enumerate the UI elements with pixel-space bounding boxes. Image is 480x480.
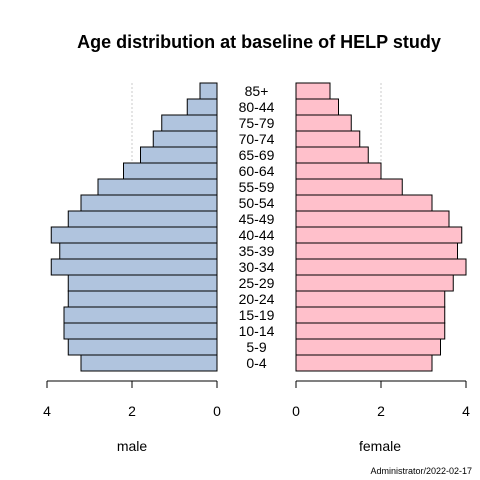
category-label: 25-29: [239, 275, 275, 291]
category-label: 5-9: [246, 339, 266, 355]
male-bar-10-14: [63, 322, 218, 340]
category-label: 85+: [245, 83, 269, 99]
category-label: 40-44: [239, 227, 275, 243]
male-bar-60-64: [123, 162, 218, 180]
category-label: 30-34: [239, 259, 275, 275]
female-bar-50-54: [295, 194, 433, 212]
category-label: 70-74: [239, 131, 275, 147]
female-bar-70-74: [295, 130, 361, 148]
tick-label-male: 4: [43, 403, 51, 419]
tick-label-female: 2: [377, 403, 385, 419]
male-bar-5-9: [67, 338, 218, 356]
female-bar-60-64: [295, 162, 382, 180]
category-label: 15-19: [239, 307, 275, 323]
male-bar-30-34: [50, 258, 218, 276]
x-axis-label-male: male: [117, 438, 148, 454]
tick-label-male: 2: [128, 403, 136, 419]
category-label: 35-39: [239, 243, 275, 259]
male-bar-45-49: [67, 210, 218, 228]
male-bar-50-54: [80, 194, 218, 212]
chart-title: Age distribution at baseline of HELP stu…: [77, 32, 441, 52]
female-bar-25-29: [295, 274, 454, 292]
male-bar-15-19: [63, 306, 218, 324]
male-bar-20-24: [67, 290, 218, 308]
male-bar-40-44: [50, 226, 218, 244]
x-axis-label-female: female: [359, 438, 401, 454]
female-bar-55-59: [295, 178, 403, 196]
category-label: 60-64: [239, 163, 275, 179]
female-bar-40-44: [295, 226, 463, 244]
credit-text: Administrator/2022-02-17: [370, 466, 472, 476]
tick-label-female: 0: [292, 403, 300, 419]
category-label: 20-24: [239, 291, 275, 307]
category-label: 0-4: [246, 355, 266, 371]
category-label: 65-69: [239, 147, 275, 163]
male-bar-25-29: [67, 274, 218, 292]
category-label: 75-79: [239, 115, 275, 131]
male-bar-75-79: [161, 114, 218, 132]
category-label: 10-14: [239, 323, 275, 339]
category-label: 55-59: [239, 179, 275, 195]
category-label: 45-49: [239, 211, 275, 227]
category-label: 80-44: [239, 99, 275, 115]
tick-label-female: 4: [462, 403, 470, 419]
male-bar-85+: [199, 82, 218, 100]
female-bar-80-44: [295, 98, 339, 116]
female-bar-5-9: [295, 338, 441, 356]
female-bar-85+: [295, 82, 331, 100]
female-bar-75-79: [295, 114, 352, 132]
male-bar-0-4: [80, 354, 218, 372]
male-bar-55-59: [97, 178, 218, 196]
female-bar-10-14: [295, 322, 446, 340]
female-bar-30-34: [295, 258, 467, 276]
male-bar-35-39: [59, 242, 218, 260]
male-bar-80-44: [186, 98, 218, 116]
female-bar-45-49: [295, 210, 450, 228]
female-bar-65-69: [295, 146, 369, 164]
female-bar-20-24: [295, 290, 446, 308]
male-bar-70-74: [152, 130, 218, 148]
male-bar-65-69: [140, 146, 218, 164]
category-label: 50-54: [239, 195, 275, 211]
female-bar-15-19: [295, 306, 446, 324]
female-bar-0-4: [295, 354, 433, 372]
female-bar-35-39: [295, 242, 458, 260]
tick-label-male: 0: [213, 403, 221, 419]
